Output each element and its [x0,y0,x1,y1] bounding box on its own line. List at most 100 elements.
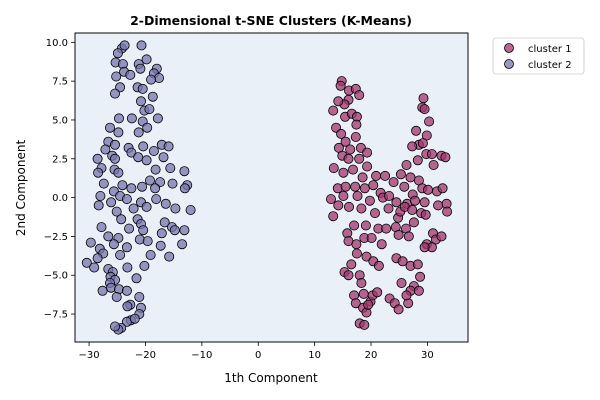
point-cluster-1 [358,288,369,299]
point-cluster-1 [338,190,349,201]
x-tick-label: 20 [365,350,378,361]
point-cluster-1 [383,203,394,214]
point-cluster-2 [129,313,140,324]
point-cluster-2 [81,257,92,268]
point-cluster-1 [395,169,406,180]
point-cluster-2 [134,291,145,302]
point-cluster-2 [156,228,167,239]
point-cluster-1 [351,248,362,259]
point-cluster-1 [346,259,357,270]
point-cluster-2 [111,291,122,302]
point-cluster-1 [391,197,402,208]
point-cluster-2 [115,249,126,260]
point-cluster-1 [403,231,414,242]
point-cluster-2 [97,285,108,296]
point-cluster-1 [422,184,433,195]
point-cluster-1 [399,181,410,192]
point-cluster-1 [357,172,368,183]
x-axis-label: 1th Component [224,371,318,385]
point-cluster-2 [141,54,152,65]
plot-frame [74,32,469,343]
point-cluster-2 [111,71,122,82]
point-cluster-2 [108,239,119,250]
point-cluster-1 [356,277,367,288]
point-cluster-1 [413,285,424,296]
point-cluster-2 [142,236,153,247]
point-cluster-1 [436,231,447,242]
point-cluster-1 [407,204,418,215]
point-cluster-2 [93,167,104,178]
point-cluster-2 [150,164,161,175]
point-cluster-1 [343,201,354,212]
point-cluster-1 [419,242,430,253]
point-cluster-1 [419,104,430,115]
point-cluster-1 [351,239,362,250]
y-tick-label: −2.5 [44,232,68,243]
point-cluster-2 [170,203,181,214]
x-tick-label: −10 [191,350,212,361]
point-cluster-1 [351,119,362,130]
point-cluster-2 [167,178,178,189]
point-cluster-1 [343,153,354,164]
point-cluster-2 [126,183,137,194]
point-cluster-1 [350,131,361,142]
point-cluster-2 [155,240,166,251]
point-cluster-2 [141,201,152,212]
point-cluster-2 [147,91,158,102]
x-tick-label: −30 [79,350,100,361]
y-tick-label: −5.0 [44,271,68,282]
point-cluster-2 [160,198,171,209]
point-cluster-2 [96,222,107,233]
point-cluster-2 [119,40,130,51]
x-tick-label: 10 [308,350,321,361]
point-cluster-2 [100,144,111,155]
point-cluster-2 [106,197,117,208]
point-cluster-2 [139,260,150,271]
point-cluster-2 [133,127,144,138]
point-cluster-1 [405,172,416,183]
point-cluster-2 [89,262,100,273]
point-cluster-2 [95,190,106,201]
point-cluster-1 [393,304,404,315]
point-cluster-2 [121,242,132,253]
point-cluster-2 [121,194,132,205]
point-cluster-1 [347,164,358,175]
legend-label-cluster-1: cluster 1 [528,44,572,55]
point-cluster-2 [146,74,157,85]
point-cluster-1 [401,290,412,301]
legend-marker-cluster-2 [504,59,514,69]
point-cluster-1 [418,93,429,104]
point-cluster-1 [420,209,431,220]
point-cluster-1 [352,190,363,201]
point-cluster-2 [137,83,148,94]
point-cluster-1 [356,203,367,214]
x-axis-ticks: −30 −20 −10 0 10 20 30 [79,342,434,361]
point-cluster-1 [419,197,430,208]
point-cluster-2 [110,139,121,150]
point-cluster-1 [328,211,339,222]
point-cluster-2 [135,63,146,74]
point-cluster-2 [124,223,135,234]
point-cluster-2 [144,104,155,115]
point-cluster-2 [121,285,132,296]
data-points [81,40,453,335]
point-cluster-1 [333,96,344,107]
point-cluster-1 [361,251,372,262]
legend-frame [492,37,585,75]
point-cluster-1 [366,232,377,243]
y-axis-label: 2nd Component [14,140,28,237]
point-cluster-2 [113,127,124,138]
point-cluster-2 [116,214,127,225]
point-cluster-2 [125,69,136,80]
point-cluster-1 [428,159,439,170]
x-tick-label: 0 [255,350,261,361]
point-cluster-2 [151,194,162,205]
point-cluster-2 [179,183,190,194]
point-cluster-2 [92,153,103,164]
point-cluster-1 [354,153,365,164]
chart-title: 2-Dimensional t-SNE Clusters (K-Means) [130,13,412,28]
legend: cluster 1 cluster 2 [492,37,585,75]
point-cluster-1 [333,200,344,211]
point-cluster-1 [401,159,412,170]
